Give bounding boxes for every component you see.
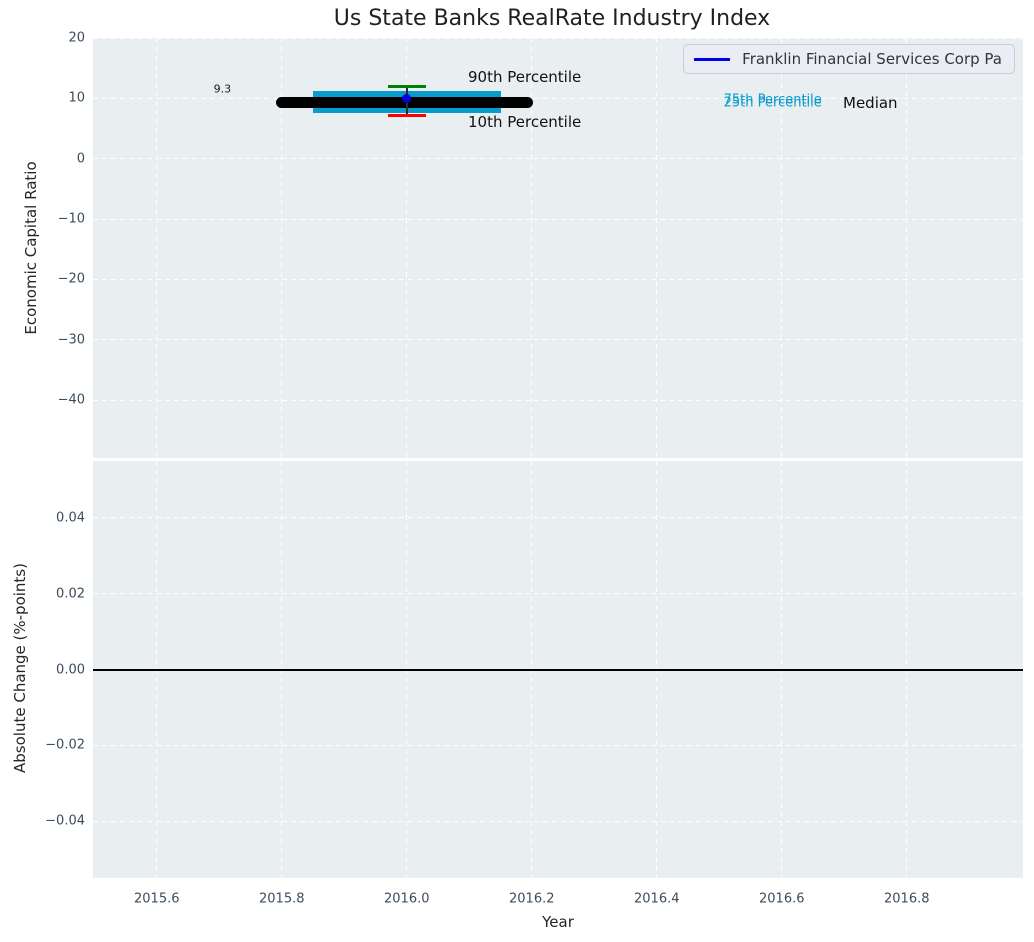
- gridline: [93, 218, 1023, 220]
- gridline: [531, 38, 533, 458]
- y-axis-label-top: Economic Capital Ratio: [22, 161, 40, 335]
- y-tick-label: −10: [57, 211, 85, 227]
- y-axis-label-bottom: Absolute Change (%-points): [11, 563, 29, 773]
- gridline: [93, 820, 1023, 822]
- gridline: [93, 593, 1023, 595]
- y-tick-label: 0: [76, 151, 85, 167]
- annotation-9-3: 9.3: [213, 82, 232, 96]
- x-tick-label: 2015.6: [134, 891, 180, 907]
- y-tick-label: −40: [57, 392, 85, 408]
- zero-line: [93, 668, 1023, 671]
- p10-cap: [388, 113, 426, 117]
- top-axes: Franklin Financial Services Corp Pa 9.3 9…: [93, 38, 1023, 458]
- gridline: [406, 38, 408, 458]
- annotation-10th-percentile: 10th Percentile: [468, 113, 582, 132]
- gridline: [156, 38, 158, 458]
- chart-title: Us State Banks RealRate Industry Index: [333, 6, 771, 31]
- legend-label: Franklin Financial Services Corp Pa: [742, 50, 1002, 68]
- gridline: [93, 278, 1023, 280]
- gridline: [781, 38, 783, 458]
- annotation-25th-percentile: 25th Percentile: [723, 95, 822, 111]
- gridline: [93, 97, 1023, 99]
- x-tick-label: 2016.6: [759, 891, 805, 907]
- y-tick-label: 0.00: [56, 662, 85, 677]
- bottom-axes: [93, 461, 1023, 878]
- x-axis-label: Year: [542, 913, 574, 931]
- legend-line-icon: [694, 57, 731, 61]
- gridline: [93, 38, 1023, 39]
- company-point: [402, 93, 412, 103]
- p90-cap: [388, 85, 426, 89]
- y-tick-label: 20: [68, 30, 85, 46]
- gridline: [906, 38, 908, 458]
- gridline: [93, 158, 1023, 160]
- y-tick-label: 0.04: [56, 510, 85, 526]
- x-tick-label: 2016.2: [509, 891, 555, 907]
- gridline: [93, 744, 1023, 746]
- y-tick-label: −20: [57, 271, 85, 287]
- y-tick-label: −30: [57, 332, 85, 348]
- gridline: [281, 38, 283, 458]
- x-tick-label: 2016.4: [634, 891, 680, 907]
- annotation-median: Median: [843, 93, 898, 112]
- gridline: [93, 399, 1023, 401]
- x-tick-label: 2016.8: [884, 891, 930, 907]
- legend: Franklin Financial Services Corp Pa: [683, 44, 1015, 74]
- annotation-75th-percentile: 75th Percentile: [723, 92, 822, 108]
- y-tick-label: −0.04: [45, 813, 85, 829]
- x-tick-label: 2016.0: [384, 891, 430, 907]
- gridline: [656, 38, 658, 458]
- gridline: [93, 517, 1023, 519]
- gridline: [93, 339, 1023, 341]
- y-tick-label: −0.02: [45, 737, 85, 753]
- y-tick-label: 10: [68, 90, 85, 106]
- annotation-90th-percentile: 90th Percentile: [468, 68, 582, 87]
- x-tick-label: 2015.8: [259, 891, 305, 907]
- y-tick-label: 0.02: [56, 586, 85, 602]
